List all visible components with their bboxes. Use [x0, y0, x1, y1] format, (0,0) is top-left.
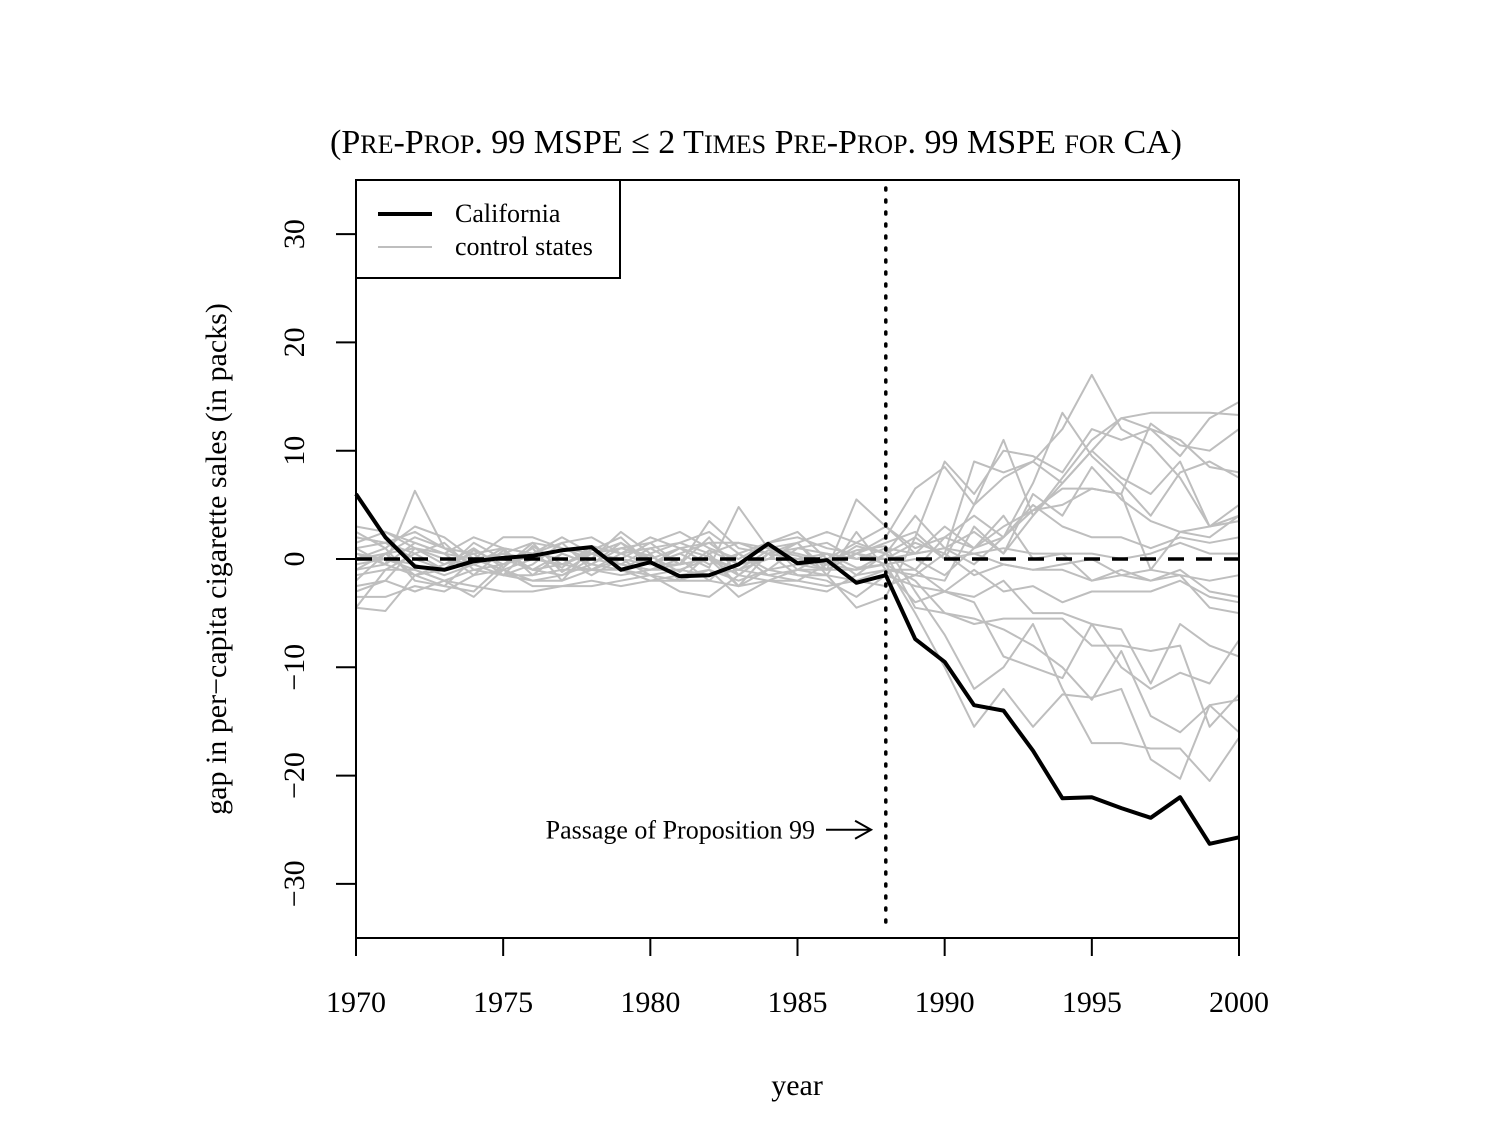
annotation-text: Passage of Proposition 99 — [546, 816, 815, 845]
title-segment-1: P — [341, 124, 360, 161]
chart-title: (PRE-PROP. 99 MSPE ≤ 2 TIMES PRE-PROP. 9… — [330, 124, 1182, 161]
control-state-line-20 — [355, 552, 1240, 593]
control-state-line-17 — [355, 558, 1240, 604]
x-tick-label-1990: 1990 — [915, 986, 975, 1019]
y-tick-label--30: −30 — [278, 860, 311, 907]
legend-label-2: control states — [455, 232, 593, 261]
title-segment-6: IMES — [704, 130, 766, 159]
x-tick-label-1985: 1985 — [768, 986, 828, 1019]
title-segment-9: -P — [827, 124, 857, 161]
control-state-line-10 — [355, 428, 1240, 560]
x-tick-label-2000: 2000 — [1209, 986, 1269, 1019]
legend-box — [355, 179, 621, 279]
y-axis-label: gap in per−capita cigarette sales (in pa… — [200, 303, 233, 815]
control-state-line-3 — [355, 489, 1240, 782]
legend-label-1: California — [455, 199, 561, 228]
x-tick-label-1975: 1975 — [473, 986, 533, 1019]
x-tick-label-1980: 1980 — [620, 986, 680, 1019]
y-tick-label-30: 30 — [278, 219, 311, 249]
y-axis: −30 −20 −10 0 10 20 30 — [278, 219, 356, 907]
title-segment-7: P — [766, 124, 793, 161]
y-tick-label--10: −10 — [278, 644, 311, 691]
title-segment-8: RE — [793, 130, 826, 159]
title-segment-0: ( — [330, 124, 341, 161]
x-axis: 1970 1975 1980 1985 1990 1995 2000 — [326, 938, 1269, 1019]
treated-series-group — [354, 492, 1240, 846]
control-state-line-4 — [355, 530, 1240, 685]
title-segment-3: -P — [393, 124, 423, 161]
control-state-line-19 — [355, 525, 1239, 560]
title-segment-11: . 99 MSPE — [908, 124, 1065, 161]
title-segment-10: ROP — [857, 130, 908, 159]
title-segment-12: FOR — [1064, 130, 1115, 159]
title-segment-4: ROP — [424, 130, 475, 159]
title-segment-5: . 99 MSPE ≤ 2 T — [474, 124, 704, 161]
control-state-line-15 — [355, 487, 1240, 571]
control-series-group — [355, 373, 1240, 782]
title-segment-2: RE — [360, 130, 393, 159]
california-line — [354, 492, 1240, 846]
x-tick-label-1970: 1970 — [326, 986, 386, 1019]
proposition-annotation: Passage of Proposition 99 — [546, 816, 874, 845]
x-axis-label: year — [771, 1069, 823, 1102]
legend: California control states — [355, 179, 621, 279]
annotation-arrow — [826, 819, 874, 840]
x-tick-label-1995: 1995 — [1062, 986, 1122, 1019]
y-tick-label-10: 10 — [278, 436, 311, 466]
y-tick-label--20: −20 — [278, 752, 311, 799]
title-segment-13: CA) — [1115, 124, 1182, 161]
control-state-line-21 — [355, 498, 1240, 571]
control-state-line-9 — [355, 401, 1240, 560]
y-tick-label-0: 0 — [278, 552, 311, 567]
y-tick-label-20: 20 — [278, 327, 311, 357]
